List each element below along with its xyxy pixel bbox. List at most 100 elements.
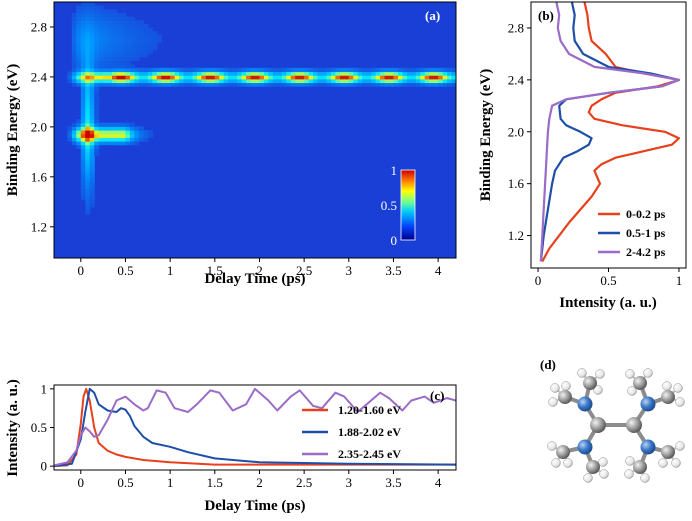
- heatmap-cell: [71, 53, 77, 58]
- heatmap-cell: [134, 23, 140, 29]
- heatmap-cell: [107, 31, 113, 36]
- heatmap-cell: [451, 67, 456, 73]
- heatmap-cell: [71, 71, 77, 76]
- heatmap-cell: [196, 67, 202, 73]
- heatmap-cell: [147, 130, 153, 135]
- heatmap-cell: [98, 126, 104, 131]
- heatmap-cell: [71, 12, 77, 18]
- heatmap-cell: [188, 75, 194, 80]
- heatmap-cell: [129, 31, 135, 36]
- heatmap-cell: [71, 133, 77, 138]
- heatmap-cell: [80, 133, 86, 138]
- heatmap-cell: [121, 75, 127, 80]
- heatmap-cell: [344, 78, 350, 84]
- heatmap-cell: [134, 133, 140, 138]
- heatmap-cell: [80, 9, 86, 14]
- heatmap-cell: [116, 53, 122, 58]
- heatmap-cell: [121, 60, 127, 65]
- heatmap-cell: [85, 100, 91, 105]
- heatmap-cell: [371, 75, 377, 80]
- heatmap-cell: [335, 71, 341, 76]
- heatmap-cell: [116, 140, 122, 146]
- panel-c-x-label: Delay Time (ps): [204, 498, 305, 514]
- x-tick-label: 0: [78, 263, 85, 278]
- heatmap-cell: [451, 75, 456, 80]
- heatmap-cell: [107, 38, 113, 43]
- heatmap-cell: [76, 64, 82, 69]
- heatmap-cell: [80, 5, 86, 10]
- panel-d-tag: (d): [540, 357, 556, 372]
- heatmap-cell: [112, 126, 118, 131]
- heatmap-cell: [326, 67, 332, 73]
- spectrum-line: [539, 2, 681, 262]
- heatmap-cell: [447, 71, 453, 76]
- y-tick-label: 1.2: [508, 228, 524, 243]
- panel-a-x-label: Delay Time (ps): [204, 271, 305, 287]
- heatmap-cell: [353, 71, 359, 76]
- heatmap-cell: [147, 34, 153, 40]
- heatmap-cell: [125, 27, 131, 32]
- heatmap-cell: [138, 133, 144, 138]
- heatmap-cell: [129, 34, 135, 40]
- heatmap-cell: [89, 188, 95, 193]
- heatmap-cell: [76, 42, 82, 47]
- heatmap-cell: [76, 144, 82, 149]
- heatmap-cell: [112, 53, 118, 58]
- heatmap-cell: [250, 82, 256, 87]
- heatmap-cell: [223, 67, 229, 73]
- heatmap-cell: [103, 56, 109, 62]
- heatmap-cell: [255, 67, 261, 73]
- heatmap-cell: [308, 82, 314, 87]
- heatmap-cell: [125, 78, 131, 84]
- heatmap-cell: [353, 75, 359, 80]
- heatmap-cell: [76, 130, 82, 135]
- heatmap-cell: [308, 78, 314, 84]
- heatmap-cell: [380, 82, 386, 87]
- heatmap-cell: [389, 78, 395, 84]
- heatmap-cell: [429, 71, 435, 76]
- heatmap-cell: [179, 75, 185, 80]
- heatmap-cell: [116, 126, 122, 131]
- heatmap-cell: [281, 71, 287, 76]
- heatmap-cell: [179, 67, 185, 73]
- heatmap-cell: [125, 34, 131, 40]
- heatmap-cell: [192, 67, 198, 73]
- heatmap-cell: [237, 78, 243, 84]
- heatmap-cell: [277, 82, 283, 87]
- heatmap-cell: [205, 82, 211, 87]
- heatmap-cell: [451, 82, 456, 87]
- heatmap-cell: [85, 119, 91, 124]
- heatmap-cell: [121, 23, 127, 29]
- heatmap-cell: [89, 192, 95, 197]
- heatmap-cell: [80, 93, 86, 98]
- heatmap-cell: [170, 71, 176, 76]
- legend-label: 1.20-1.60 eV: [338, 403, 401, 417]
- heatmap-cell: [116, 71, 122, 76]
- heatmap-cell: [103, 34, 109, 40]
- heatmap-cell: [380, 78, 386, 84]
- heatmap-cell: [89, 27, 95, 32]
- heatmap-cell: [138, 42, 144, 47]
- heatmap-cell: [76, 34, 82, 40]
- heatmap-cell: [112, 64, 118, 69]
- heatmap-cell: [308, 75, 314, 80]
- heatmap-cell: [76, 82, 82, 87]
- heatmap-cell: [326, 82, 332, 87]
- heatmap-cell: [94, 34, 100, 40]
- heatmap-cell: [116, 60, 122, 65]
- heatmap-cell: [116, 20, 122, 25]
- heatmap-cell: [76, 137, 82, 142]
- heatmap-cell: [420, 75, 426, 80]
- y-tick-label: 0.5: [31, 420, 47, 435]
- heatmap-cell: [103, 137, 109, 142]
- x-tick-label: 0.5: [117, 475, 133, 490]
- heatmap-cell: [80, 2, 86, 7]
- x-tick-label: 3: [346, 263, 353, 278]
- heatmap-cell: [152, 71, 158, 76]
- heatmap-cell: [147, 31, 153, 36]
- heatmap-cell: [277, 78, 283, 84]
- heatmap-cell: [112, 31, 118, 36]
- heatmap-cell: [71, 20, 77, 25]
- heatmap-cell: [121, 45, 127, 51]
- heatmap-cell: [250, 75, 256, 80]
